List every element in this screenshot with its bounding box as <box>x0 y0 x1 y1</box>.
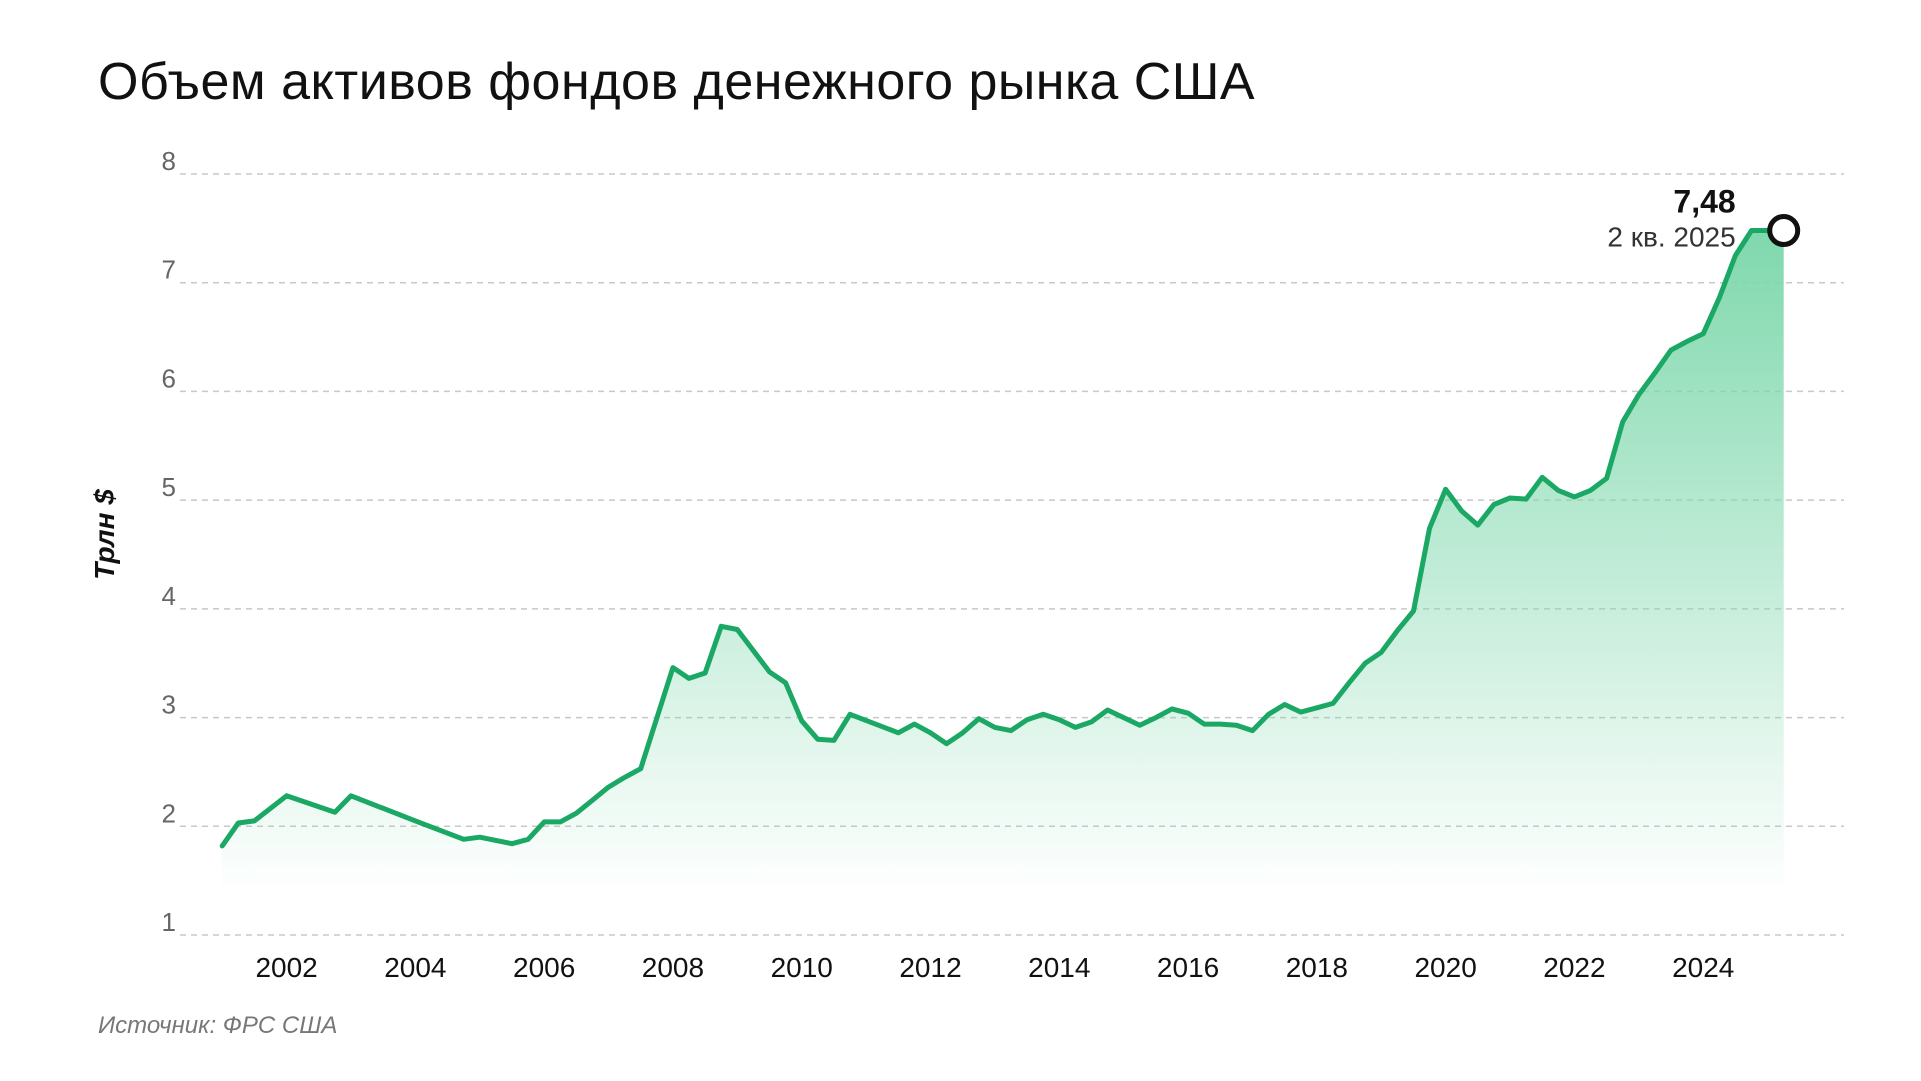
x-tick-label: 2016 <box>1157 952 1219 983</box>
x-tick-label: 2002 <box>255 952 317 983</box>
y-tick-label: 4 <box>162 581 176 611</box>
annotation-date: 2 кв. 2025 <box>1607 222 1735 253</box>
series-line <box>219 228 1787 849</box>
y-tick-label: 5 <box>162 472 176 502</box>
x-tick-label: 2020 <box>1414 952 1476 983</box>
x-tick-label: 2004 <box>384 952 446 983</box>
x-axis-ticks: 2002 2004 2006 2008 2010 2012 2014 2016 2018 2020… <box>255 952 1734 983</box>
area-fill <box>222 230 1784 935</box>
last-point-marker <box>1767 214 1801 248</box>
y-tick-label: 3 <box>162 690 176 720</box>
chart-title: Объем активов фондов денежного рынка США <box>98 53 1256 111</box>
x-tick-label: 2012 <box>899 952 961 983</box>
y-axis-label: Трлн $ <box>89 489 120 580</box>
y-tick-label: 6 <box>162 363 176 393</box>
annotation-value: 7,48 <box>1673 184 1735 220</box>
y-axis-ticks: 1 2 3 4 5 6 7 8 <box>162 146 176 937</box>
x-tick-label: 2018 <box>1286 952 1348 983</box>
x-tick-label: 2024 <box>1672 952 1734 983</box>
x-tick-label: 2008 <box>642 952 704 983</box>
y-tick-label: 7 <box>162 255 176 285</box>
x-tick-label: 2014 <box>1028 952 1090 983</box>
y-tick-label: 2 <box>162 798 176 828</box>
y-tick-label: 8 <box>162 146 176 176</box>
chart: 1 2 3 4 5 6 7 8 2002 2004 2006 2008 2010 2012 2014 201… <box>89 146 1844 983</box>
source-note: Источник: ФРС США <box>98 1012 338 1039</box>
y-tick-label: 1 <box>162 907 176 937</box>
x-tick-label: 2022 <box>1543 952 1605 983</box>
x-tick-label: 2006 <box>513 952 575 983</box>
x-tick-label: 2010 <box>771 952 833 983</box>
